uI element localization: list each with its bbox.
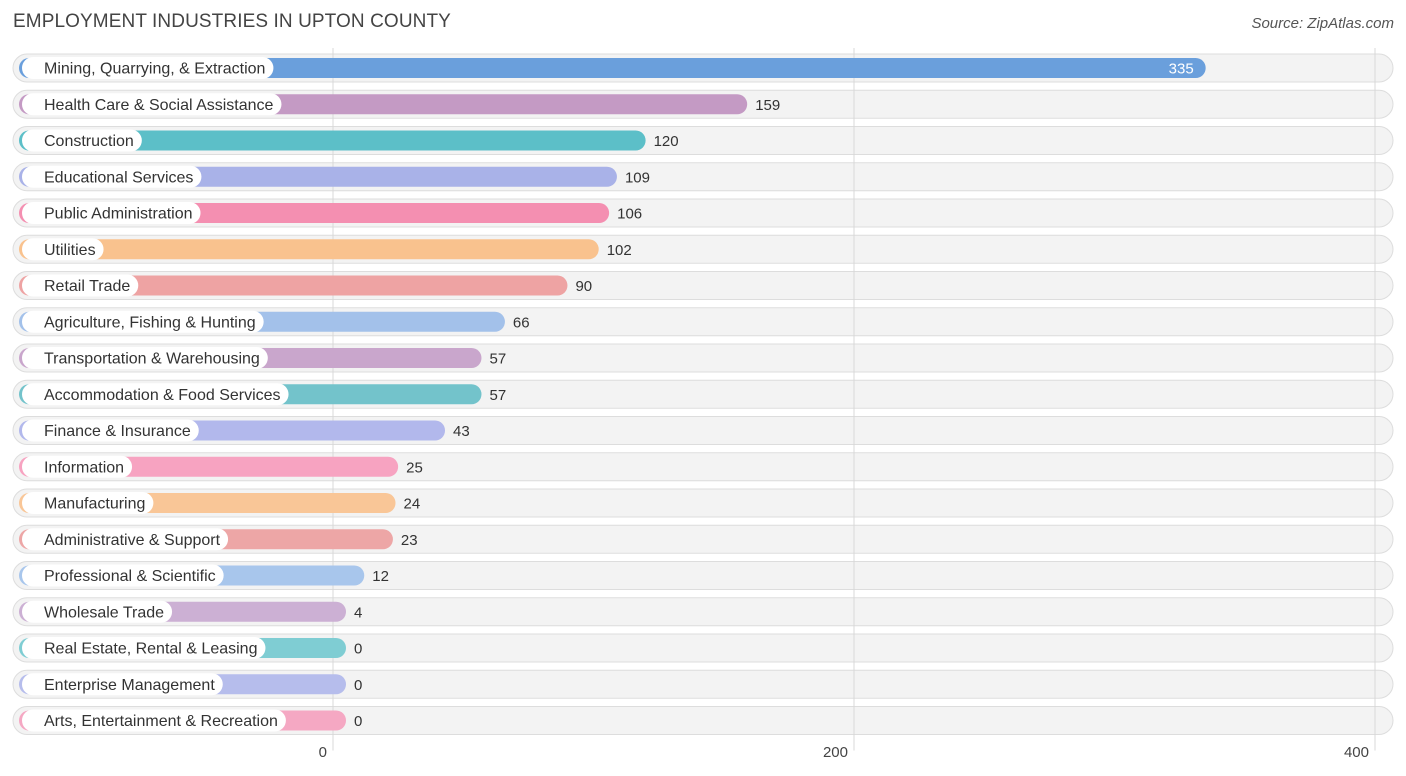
- x-axis: 0 200 400: [319, 744, 1369, 761]
- category-label: Utilities: [44, 242, 96, 259]
- category-label-pill: [22, 419, 199, 442]
- category-label-pill: [22, 528, 229, 551]
- value-label: 90: [575, 278, 592, 295]
- category-label-pill: [22, 57, 274, 79]
- value-label: 24: [404, 496, 421, 513]
- category-label: Agriculture, Fishing & Hunting: [44, 314, 256, 331]
- category-label: Finance & Insurance: [44, 423, 191, 440]
- category-label: Educational Services: [44, 169, 193, 186]
- category-label-pill: [22, 129, 142, 152]
- category-label: Arts, Entertainment & Recreation: [44, 713, 278, 730]
- category-label-pill: [22, 600, 173, 623]
- category-label: Information: [44, 459, 124, 476]
- category-label: Administrative & Support: [44, 532, 221, 549]
- value-label: 102: [607, 242, 632, 259]
- category-label: Wholesale Trade: [44, 604, 164, 621]
- category-label: Manufacturing: [44, 496, 145, 513]
- chart-title: EMPLOYMENT INDUSTRIES IN UPTON COUNTY: [13, 11, 451, 32]
- value-label: 57: [489, 387, 506, 404]
- category-label-pill: [22, 238, 104, 261]
- value-label: 106: [617, 206, 642, 223]
- row-background: [12, 633, 1394, 663]
- x-tick-label: 0: [319, 744, 327, 761]
- category-label: Construction: [44, 133, 134, 150]
- category-label-pill: [22, 93, 282, 116]
- value-label: 66: [513, 314, 530, 331]
- category-label-pill: [22, 202, 201, 224]
- value-label: 159: [755, 97, 780, 114]
- category-label: Professional & Scientific: [44, 568, 216, 585]
- value-label: 0: [354, 677, 362, 694]
- category-label-pill: [22, 310, 264, 333]
- category-label-pill: [22, 347, 268, 369]
- value-label: 120: [654, 133, 679, 150]
- category-label-pill: [22, 492, 154, 514]
- bar: [19, 275, 568, 296]
- bar: [19, 130, 646, 151]
- bar: [19, 239, 599, 260]
- row-background: [12, 706, 1394, 735]
- bar: [19, 58, 1206, 78]
- category-label: Enterprise Management: [44, 677, 215, 694]
- category-label-pill: [22, 165, 202, 188]
- value-label: 335: [1169, 61, 1194, 78]
- category-label: Health Care & Social Assistance: [44, 97, 274, 114]
- row-background: [12, 597, 1394, 627]
- x-tick-label: 400: [1344, 744, 1369, 761]
- category-label-pill: [22, 564, 224, 587]
- category-label-pill: [22, 274, 139, 297]
- value-label: 4: [354, 604, 362, 621]
- row-background: [12, 669, 1394, 699]
- category-label: Real Estate, Rental & Leasing: [44, 641, 257, 658]
- value-label: 25: [406, 459, 423, 476]
- value-label: 57: [489, 351, 506, 368]
- category-label: Public Administration: [44, 206, 193, 223]
- category-label: Retail Trade: [44, 278, 130, 295]
- category-label-pill: [22, 709, 286, 732]
- category-label: Accommodation & Food Services: [44, 387, 281, 404]
- value-label: 0: [354, 713, 362, 730]
- category-label: Transportation & Warehousing: [44, 351, 260, 368]
- category-label-pill: [22, 673, 223, 696]
- source-label: Source: ZipAtlas.com: [1251, 15, 1394, 32]
- value-label: 43: [453, 423, 470, 440]
- category-label-pill: [22, 455, 133, 478]
- value-label: 23: [401, 532, 418, 549]
- category-label-pill: [22, 637, 266, 659]
- value-label: 12: [372, 568, 389, 585]
- category-label: Mining, Quarrying, & Extraction: [44, 61, 265, 78]
- value-label: 109: [625, 169, 650, 186]
- category-label-pill: [22, 383, 289, 406]
- value-label: 0: [354, 641, 362, 658]
- bars: Mining, Quarrying, & Extraction 335 Health…: [19, 57, 1206, 732]
- x-tick-label: 200: [823, 744, 848, 761]
